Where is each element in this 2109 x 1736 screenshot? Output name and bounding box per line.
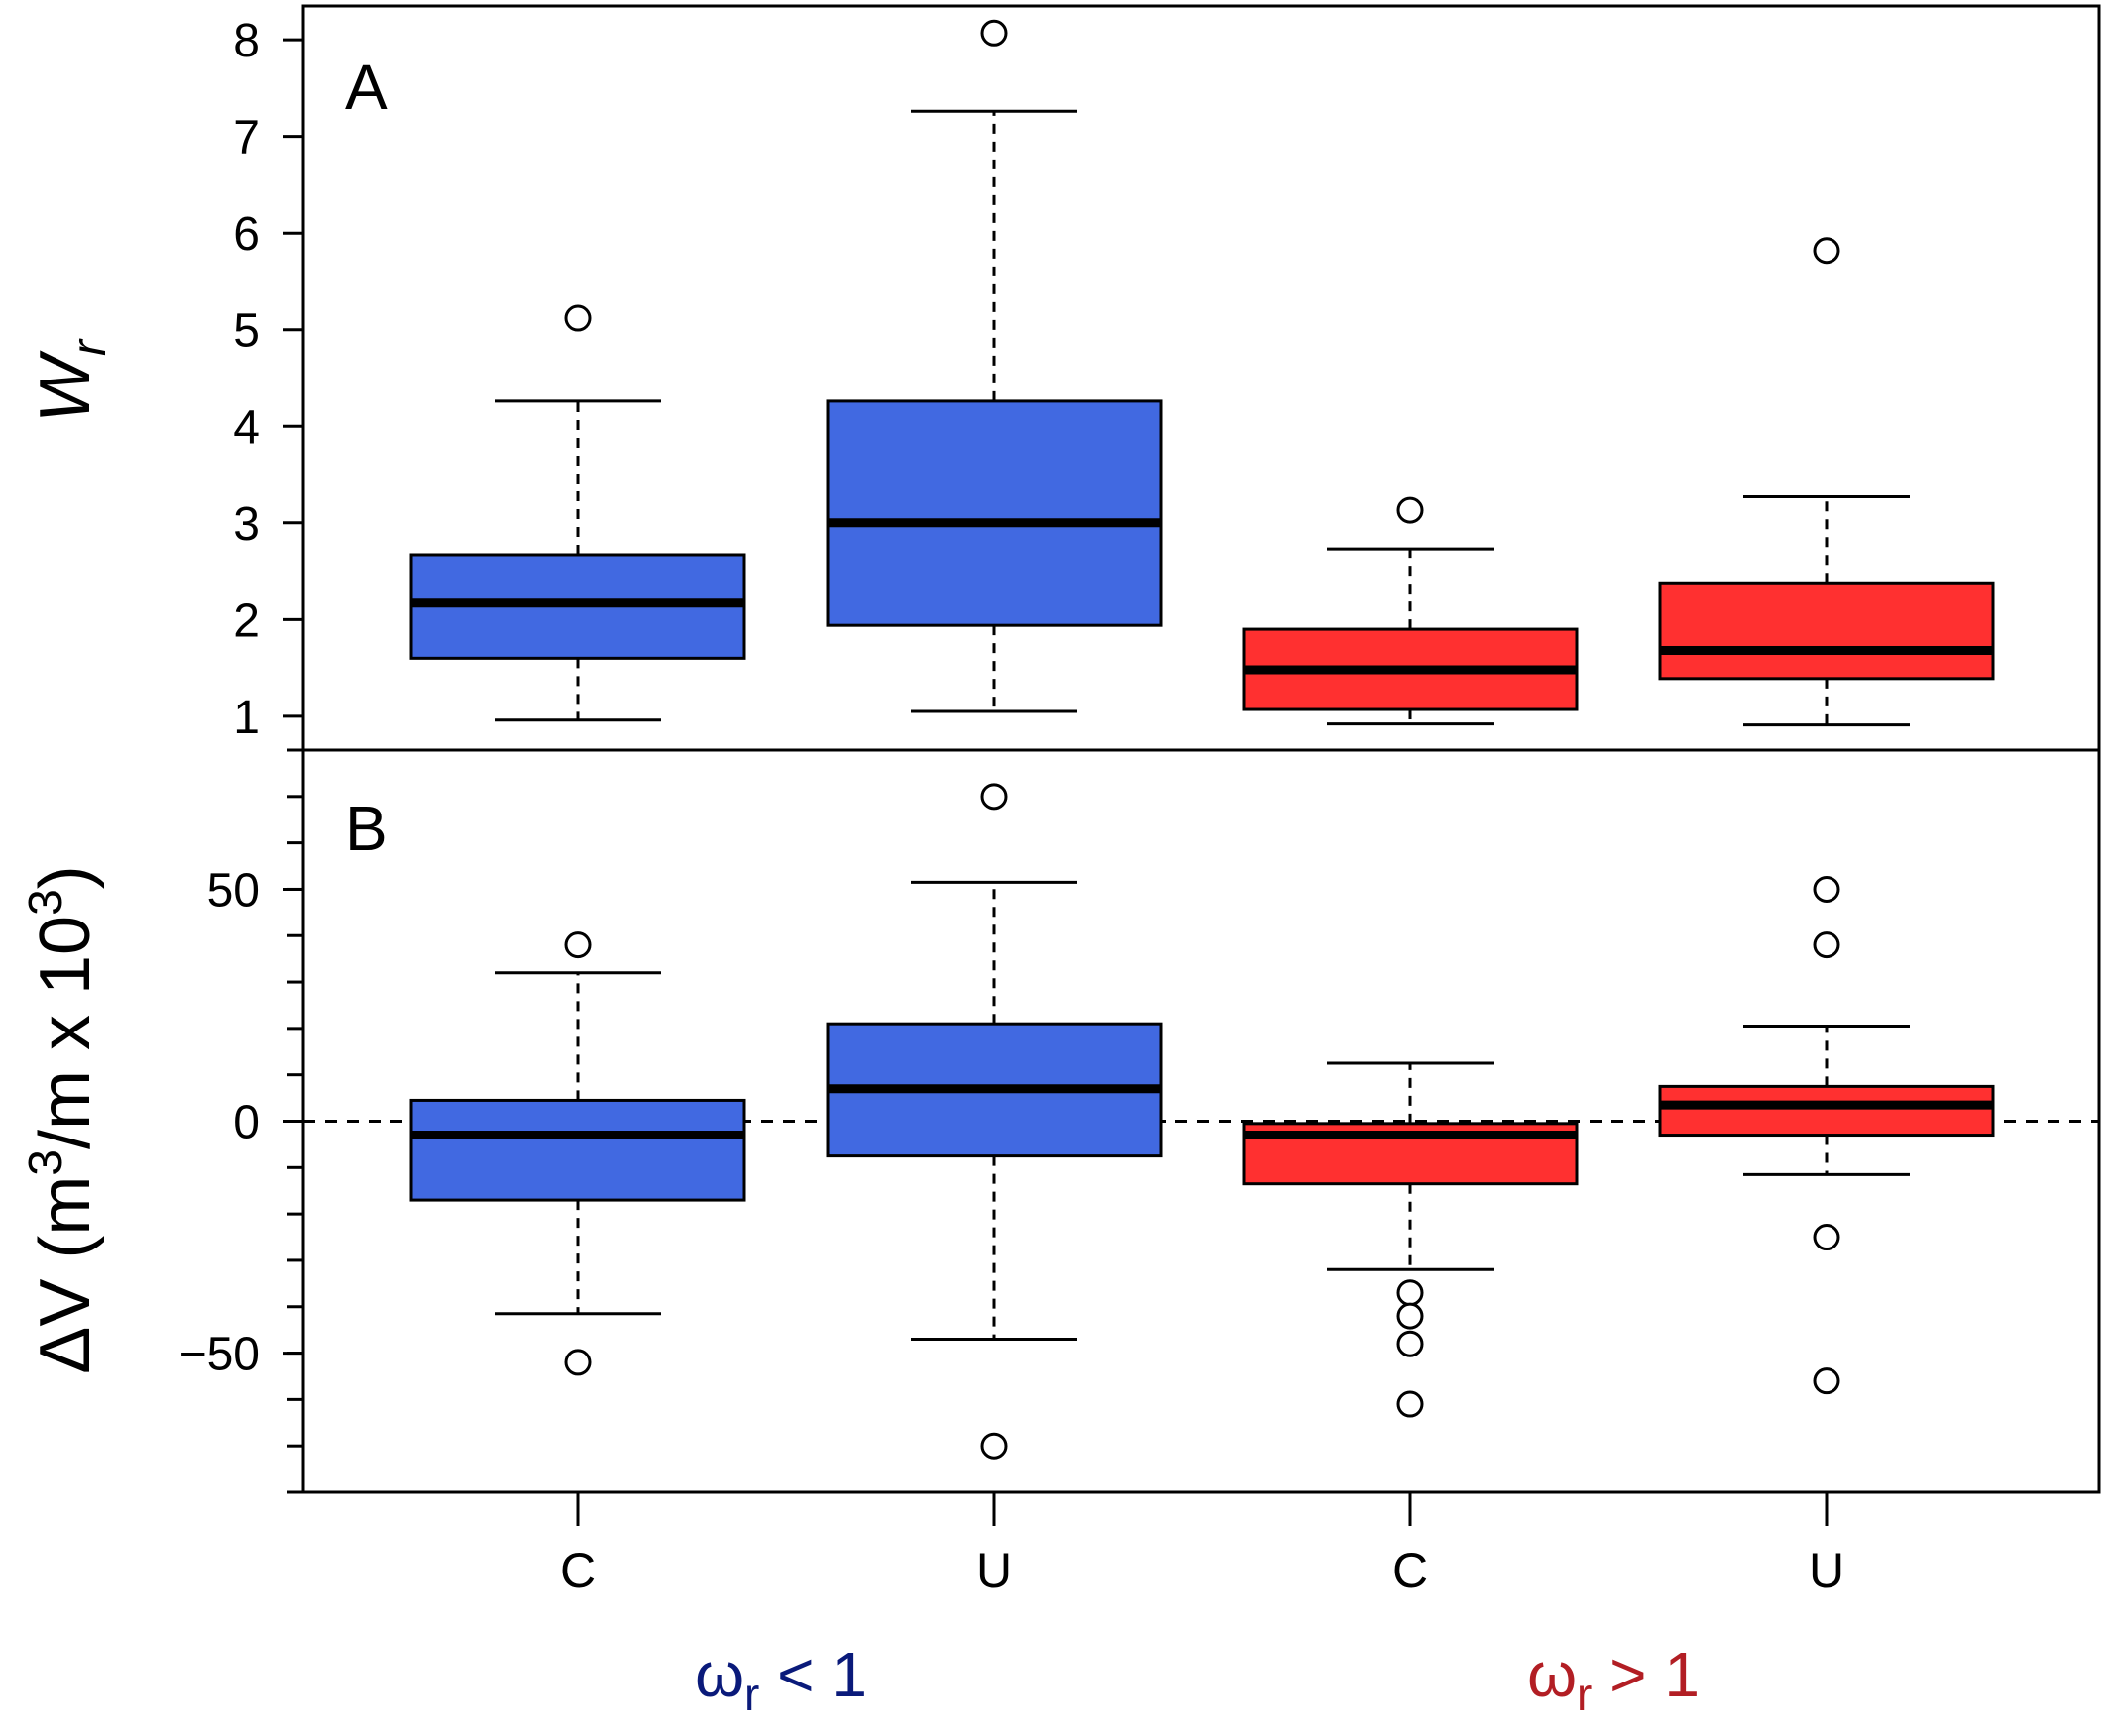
box-b-3 bbox=[1658, 1084, 1995, 1138]
outlier-point bbox=[980, 783, 1008, 811]
group-1-symbol: ω bbox=[1527, 1639, 1577, 1710]
outlier-point bbox=[564, 1349, 592, 1376]
outlier-point bbox=[1396, 1302, 1424, 1330]
panel-b-y-axis-title: ΔV (m3/m x 103) bbox=[20, 865, 105, 1374]
box-a-3 bbox=[1658, 581, 1995, 681]
y-tick-label: 3 bbox=[233, 498, 260, 551]
group-0-symbol: ω bbox=[695, 1639, 744, 1710]
outlier-point bbox=[1813, 1224, 1840, 1251]
panel-b-label: B bbox=[345, 793, 388, 864]
group-0-subscript: r bbox=[744, 1669, 759, 1720]
x-tick-label-u: U bbox=[1809, 1543, 1844, 1598]
y-tick-label: 7 bbox=[233, 112, 260, 164]
panel-b: −50 0 50 bbox=[179, 748, 2101, 1494]
y-tick-label: 5 bbox=[233, 305, 260, 358]
box-a-1 bbox=[826, 399, 1163, 627]
panel-a-y-axis-title: Wr bbox=[26, 338, 116, 423]
outlier-point bbox=[1396, 1330, 1424, 1357]
y-tick-label: 4 bbox=[233, 401, 260, 454]
y-tick-label: −50 bbox=[179, 1329, 260, 1381]
outlier-point bbox=[1813, 931, 1840, 959]
x-tick-label-u: U bbox=[976, 1543, 1012, 1598]
y-tick-label: 2 bbox=[233, 595, 260, 647]
y-tick-label: 0 bbox=[233, 1097, 260, 1149]
x-tick-label-c: C bbox=[1392, 1543, 1428, 1598]
outlier-point bbox=[1396, 1390, 1424, 1418]
outlier-point bbox=[564, 304, 592, 332]
panel-a: 1 2 3 4 5 6 7 8 bbox=[233, 4, 2101, 752]
group-label-omega-greater-than-1: ωr > 1 bbox=[1527, 1639, 1700, 1720]
group-0-relation: < 1 bbox=[759, 1639, 867, 1710]
group-1-relation: > 1 bbox=[1592, 1639, 1700, 1710]
outlier-point bbox=[980, 19, 1008, 47]
y-tick-label: 1 bbox=[233, 692, 260, 744]
y-tick-label: 8 bbox=[233, 15, 260, 67]
box-b-0 bbox=[409, 1098, 746, 1202]
outlier-point bbox=[1813, 1367, 1840, 1395]
y-tick-label: 6 bbox=[233, 208, 260, 261]
x-tick-label-c: C bbox=[560, 1543, 596, 1598]
outlier-point bbox=[1396, 496, 1424, 524]
outlier-point bbox=[1813, 875, 1840, 903]
panel-a-label: A bbox=[345, 52, 388, 123]
y-tick-label: 50 bbox=[207, 864, 260, 917]
outlier-point bbox=[1396, 1279, 1424, 1307]
outlier-point bbox=[1813, 237, 1840, 265]
group-1-subscript: r bbox=[1577, 1669, 1592, 1720]
outlier-point bbox=[980, 1432, 1008, 1460]
group-label-omega-less-than-1: ωr < 1 bbox=[695, 1639, 867, 1720]
outlier-point bbox=[564, 931, 592, 959]
